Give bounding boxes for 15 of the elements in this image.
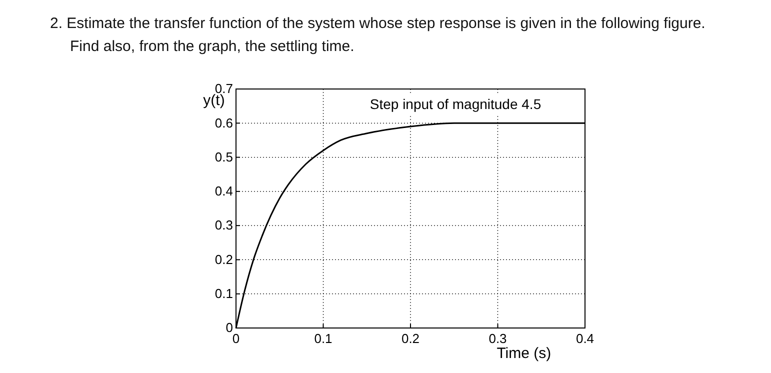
y-tick-label: 0 [226,320,233,336]
x-tick-label: 0.3 [488,331,507,346]
y-tick-label: 0.2 [214,252,233,267]
x-axis-title: Time (s) [496,345,552,362]
text: 2. Estimate the transfer function of the system whose step response is given in the following figure. Find also, from the graph, the settling time. [50,14,706,57]
annotation: Step input of magnitude 4.5 [370,96,542,112]
x-tick-label: 0.4 [576,331,594,346]
y-tick-label: 0.3 [214,218,233,233]
y-tick-label: 0.1 [214,286,233,302]
x-tick-label: 0.1 [314,331,332,346]
x-tick-label: 0.2 [401,331,420,346]
y-tick-label: 0.6 [214,115,233,130]
y-tick-label: 0.5 [214,149,233,164]
y-axis-title: y(t) [203,92,225,109]
y-tick-label: 0.4 [214,184,233,199]
